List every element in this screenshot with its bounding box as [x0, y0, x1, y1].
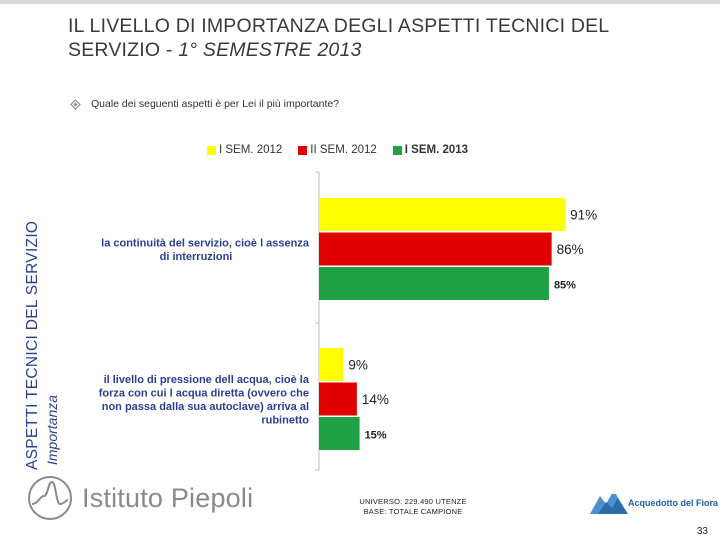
- question: Quale dei seguenti aspetti è per Lei il …: [70, 96, 339, 112]
- logo-text: Istituto Piepoli: [82, 482, 254, 513]
- footnote-universe: UNIVERSO: 229.490 UTENZE: [359, 497, 467, 506]
- top-bar: [0, 0, 720, 4]
- title-line-2-prefix: SERVIZIO -: [68, 39, 179, 61]
- legend-item-i-sem-2012: I SEM. 2012: [207, 144, 282, 156]
- bar-1-series-2: [319, 417, 360, 450]
- title-line-2: SERVIZIO - 1° SEMESTRE 2013: [68, 38, 708, 62]
- legend-label: II SEM. 2012: [310, 144, 377, 156]
- bar-1-series-0: [319, 348, 344, 381]
- legend-swatch-yellow: [207, 145, 216, 155]
- footnote-base: BASE: TOTALE CAMPIONE: [363, 507, 463, 516]
- bar-0-series-0: [319, 198, 566, 231]
- question-text: Quale dei seguenti aspetti è per Lei il …: [91, 98, 340, 110]
- bar-1-series-1: [319, 382, 357, 416]
- data-label: 14%: [362, 392, 389, 407]
- title-line-2-period: 1° SEMESTRE 2013: [178, 39, 362, 61]
- legend-item-ii-sem-2012: II SEM. 2012: [298, 144, 377, 156]
- logo-right-text: Acquedotto del Fiora: [628, 498, 718, 508]
- data-label: 91%: [570, 208, 597, 223]
- bar-0-series-2: [319, 267, 549, 300]
- category-label-line: forza con cui l acqua diretta (ovvero ch…: [99, 387, 309, 399]
- data-label: 9%: [348, 358, 368, 373]
- data-label: 85%: [554, 280, 576, 292]
- chart-legend: I SEM. 2012 II SEM. 2012 I SEM. 2013: [207, 144, 468, 156]
- logo-istituto-piepoli: Istituto Piepoli: [26, 474, 253, 522]
- data-label: 86%: [557, 242, 584, 257]
- diamond-bullet-icon: [70, 98, 81, 110]
- logo-acquedotto: Acquedotto del Fiora: [590, 486, 718, 516]
- data-label: 15%: [365, 430, 387, 442]
- legend-swatch-red: [298, 145, 308, 155]
- title-line-1: IL LIVELLO DI IMPORTANZA DEGLI ASPETTI T…: [68, 15, 610, 37]
- category-label-line: di interruzioni: [160, 251, 233, 263]
- page-number: 33: [696, 526, 708, 537]
- mountain-logo-icon: [590, 490, 628, 514]
- footnote: UNIVERSO: 229.490 UTENZE BASE: TOTALE CA…: [338, 497, 488, 517]
- legend-swatch-green: [392, 145, 402, 155]
- legend-item-i-sem-2013: I SEM. 2013: [392, 144, 469, 156]
- category-label-line: il livello di pressione dell acqua, cioè…: [104, 374, 310, 386]
- category-label-line: non passa dalla sua autoclave) arriva al: [102, 401, 309, 413]
- category-label-line: la continuità del servizio, cioè l assen…: [101, 237, 310, 249]
- category-label-line: rubinetto: [261, 414, 309, 426]
- page-title: IL LIVELLO DI IMPORTANZA DEGLI ASPETTI T…: [68, 14, 708, 62]
- legend-label: I SEM. 2013: [404, 144, 469, 156]
- bar-0-series-1: [319, 232, 552, 266]
- piepoli-wave-icon: [28, 476, 72, 520]
- legend-label: I SEM. 2012: [219, 144, 283, 156]
